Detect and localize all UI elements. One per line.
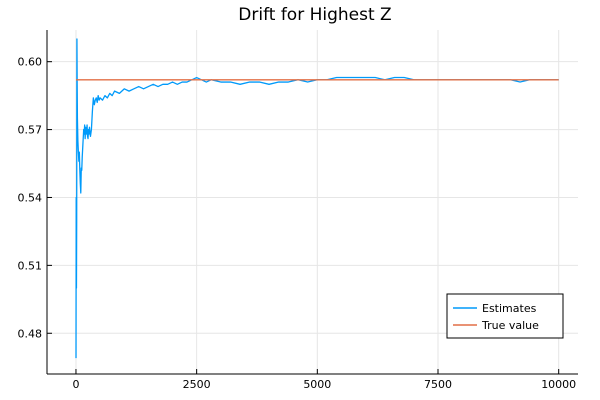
y-tick-label: 0.57: [18, 124, 43, 137]
legend-label: True value: [481, 319, 539, 332]
y-tick-label: 0.54: [18, 191, 43, 204]
y-tick-label: 0.48: [18, 327, 43, 340]
x-tick-label: 5000: [303, 378, 331, 391]
legend-box: [446, 293, 564, 339]
series-line-estimates: [75, 38, 559, 359]
x-tick-label: 2500: [183, 378, 211, 391]
x-tick-label: 7500: [424, 378, 452, 391]
y-tick-label: 0.51: [18, 259, 43, 272]
series-lines: [75, 38, 559, 359]
axes: 0 2500 5000 7500 10000 0.48 0.51 0.54 0.57 0.60: [18, 30, 578, 391]
x-tick-label: 10000: [541, 378, 576, 391]
legend-label: Estimates: [482, 302, 537, 315]
legend: Estimates True value: [446, 293, 564, 339]
grid-lines: [47, 30, 578, 374]
y-tick-label: 0.60: [18, 56, 43, 69]
x-tick-label: 0: [72, 378, 79, 391]
chart-title: Drift for Highest Z: [238, 5, 391, 25]
